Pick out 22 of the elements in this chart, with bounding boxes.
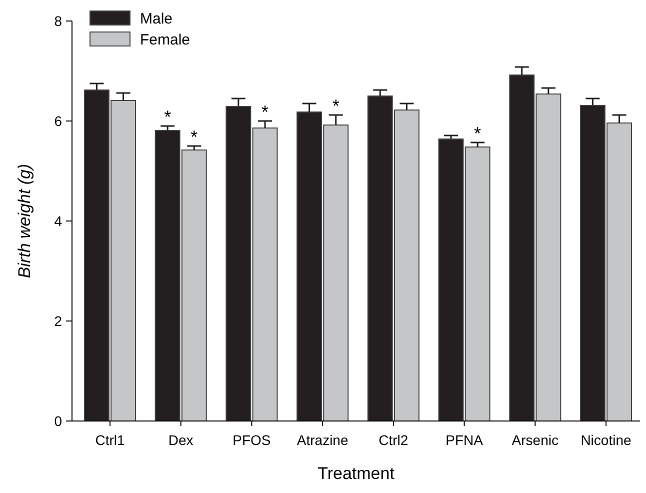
x-tick-label: Ctrl2: [378, 432, 408, 448]
y-tick-label: 4: [54, 212, 62, 229]
x-tick-label: Arsenic: [512, 432, 558, 448]
x-tick-label: Dex: [168, 432, 194, 448]
x-tick-label: Ctrl1: [95, 432, 125, 448]
annotation: *: [164, 107, 172, 127]
y-tick-label: 6: [54, 112, 62, 129]
y-axis-title: Birth weight (g): [15, 164, 34, 278]
x-tick-label: PFOS: [232, 432, 271, 448]
y-tick-label: 2: [54, 312, 62, 329]
legend-label: Male: [140, 10, 173, 28]
annotation: *: [332, 96, 340, 116]
y-tick-label: 0: [54, 412, 62, 429]
x-axis-title: Treatment: [318, 464, 395, 483]
legend-label: Female: [140, 31, 190, 48]
annotation: *: [261, 102, 269, 122]
x-tick-label: Nicotine: [580, 432, 632, 448]
y-tick-label: 8: [54, 12, 62, 29]
x-tick-label: PFNA: [446, 432, 484, 448]
x-tick-label: Atrazine: [296, 432, 348, 448]
annotation: *: [474, 124, 482, 144]
annotation: *: [190, 127, 198, 147]
